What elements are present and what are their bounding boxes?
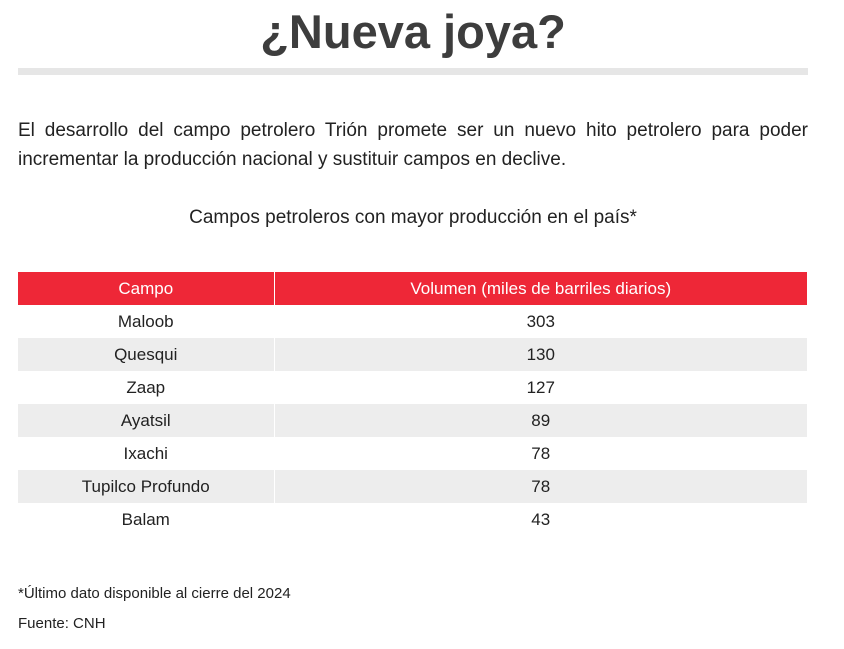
cell-campo: Tupilco Profundo <box>18 470 274 503</box>
cell-campo: Quesqui <box>18 338 274 371</box>
table-row: Quesqui 130 <box>18 338 807 371</box>
table-row: Balam 43 <box>18 503 807 536</box>
table-row: Zaap 127 <box>18 371 807 404</box>
cell-volumen: 78 <box>273 437 807 470</box>
column-header-campo: Campo <box>18 272 274 305</box>
cell-campo: Zaap <box>126 377 166 397</box>
cell-campo: Balam <box>121 509 170 529</box>
production-table: Campo Volumen (miles de barriles diarios… <box>18 272 807 536</box>
page-title: ¿Nueva joya? <box>260 5 566 58</box>
intro-paragraph: El desarrollo del campo petrolero Trión … <box>18 120 808 170</box>
column-header-volumen: Volumen (miles de barriles diarios) <box>273 272 807 305</box>
title-divider <box>18 68 808 75</box>
data-table: Campo Volumen (miles de barriles diarios… <box>18 272 807 536</box>
table-row: Maloob 303 <box>18 305 807 338</box>
cell-volumen: 78 <box>273 470 807 503</box>
cell-campo: Maloob <box>117 311 174 331</box>
cell-campo: Ixachi <box>123 443 168 463</box>
cell-volumen: 43 <box>273 503 807 536</box>
cell-volumen: 303 <box>273 305 807 338</box>
table-row: Ayatsil 89 <box>18 404 807 437</box>
cell-volumen: 89 <box>273 404 807 437</box>
table-row: Tupilco Profundo 78 <box>18 470 807 503</box>
table-header-row: Campo Volumen (miles de barriles diarios… <box>18 272 807 305</box>
cell-campo: Ayatsil <box>18 404 274 437</box>
cell-volumen: 127 <box>273 371 807 404</box>
cell-volumen: 130 <box>273 338 807 371</box>
source-credit: Fuente: CNH <box>18 615 106 632</box>
table-row: Ixachi 78 <box>18 437 807 470</box>
table-title: Campos petroleros con mayor producción e… <box>189 207 637 228</box>
footnote: *Último dato disponible al cierre del 20… <box>18 585 291 602</box>
